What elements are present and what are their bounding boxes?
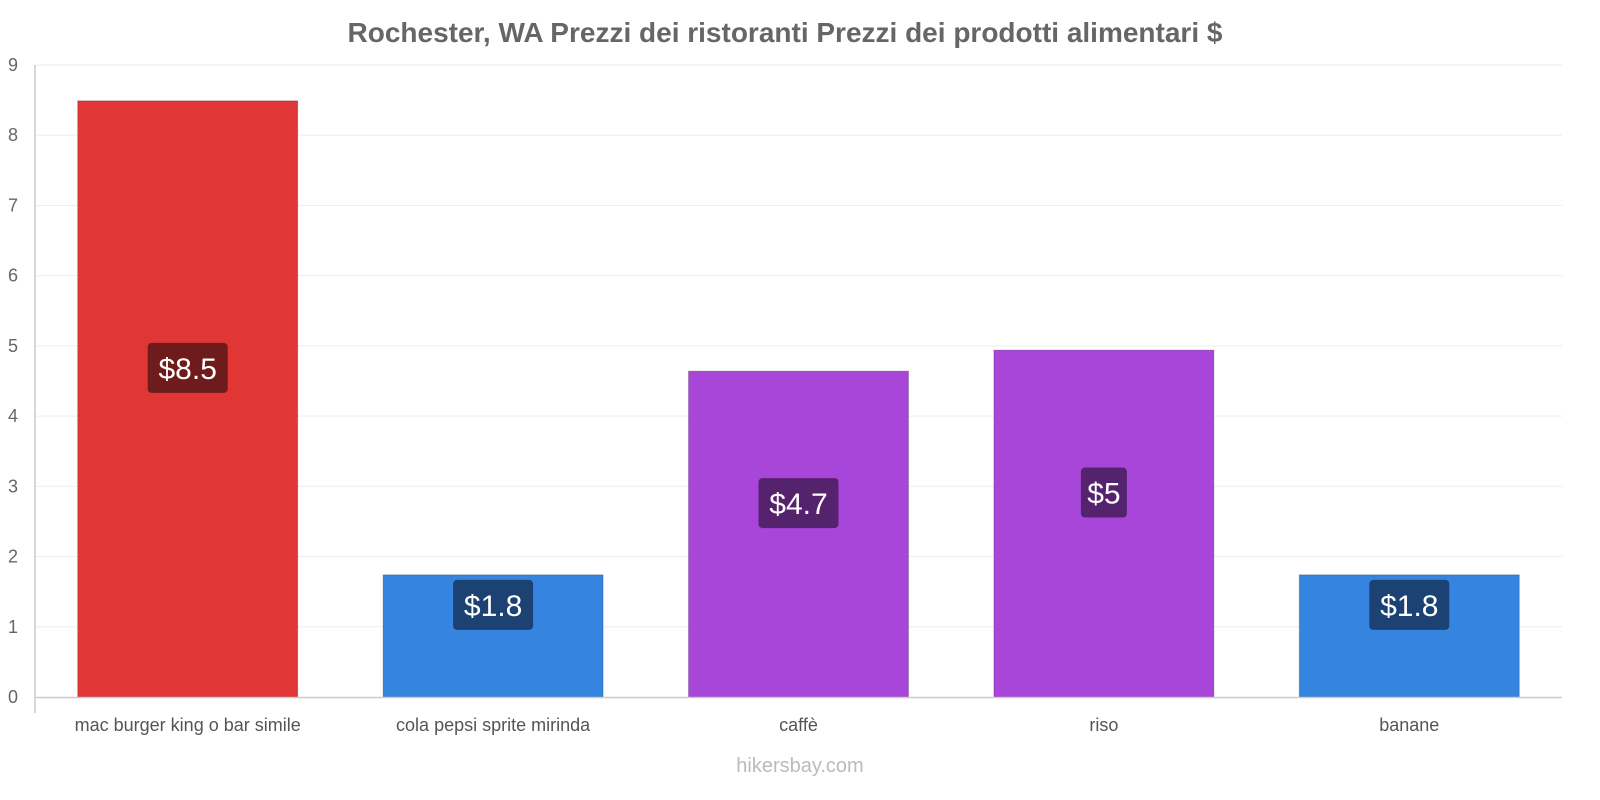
y-tick-label: 6 [8,266,18,286]
y-tick-label: 5 [8,336,18,356]
x-tick-label: cola pepsi sprite mirinda [396,715,591,735]
value-label: $4.7 [769,488,827,521]
value-label: $8.5 [159,353,217,386]
chart-title: Rochester, WA Prezzi dei ristoranti Prez… [348,17,1223,48]
y-tick-label: 7 [8,195,18,215]
value-label: $1.8 [464,590,522,623]
x-tick-label: mac burger king o bar simile [75,715,301,735]
y-tick-label: 3 [8,476,18,496]
x-tick-label: caffè [779,715,818,735]
value-label: $1.8 [1380,590,1438,623]
y-tick-label: 8 [8,125,18,145]
value-label-bg [1080,467,1127,518]
y-tick-label: 2 [8,547,18,567]
bar [77,100,299,698]
value-label-bg [1369,579,1450,630]
value-label-bg [758,478,839,529]
value-label-bg [147,342,228,393]
bar [993,349,1215,698]
watermark: hikersbay.com [736,755,863,777]
value-label: $5 [1087,478,1120,511]
y-tick-label: 1 [8,617,18,637]
value-label-bg [453,579,534,630]
y-tick-label: 9 [8,55,18,75]
y-tick-label: 4 [8,406,18,426]
y-tick-label: 0 [8,687,18,707]
x-tick-label: riso [1089,715,1118,735]
bar [688,370,909,698]
x-tick-label: banane [1379,715,1439,735]
